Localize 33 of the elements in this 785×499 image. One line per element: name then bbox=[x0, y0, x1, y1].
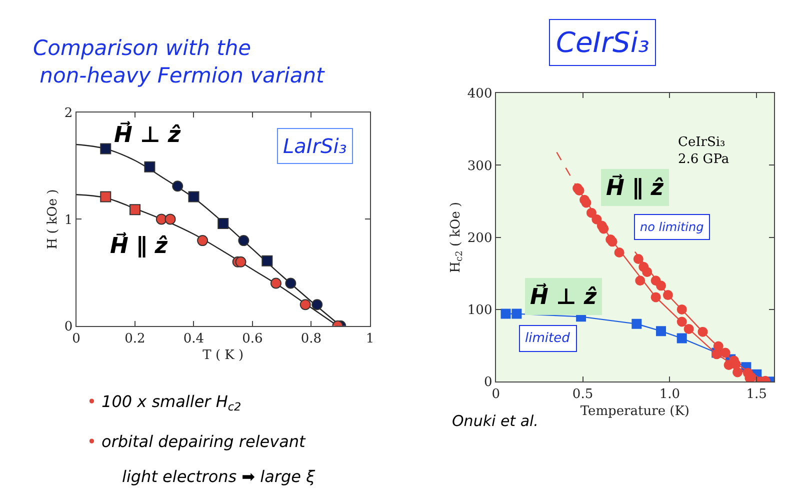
annotation: H⃗ ⊥ ẑ bbox=[114, 121, 181, 148]
text: • 100 x smaller H$_{c2}$ bbox=[87, 392, 242, 414]
text: Onuki et al. bbox=[452, 412, 538, 430]
annotation: no limiting bbox=[640, 220, 704, 234]
annotation: LaIrSi₃ bbox=[283, 134, 347, 158]
annotation: CeIrSi₃ 2.6 GPa bbox=[678, 135, 730, 167]
y-tick-label: 1 bbox=[64, 212, 73, 228]
y-tick-label: 2 bbox=[64, 106, 73, 122]
x-tick-label: 0.5 bbox=[572, 387, 594, 402]
annotation: H⃗ ⊥ ẑ bbox=[530, 283, 597, 310]
text: light electrons ➡ large ξ bbox=[122, 467, 316, 486]
y-tick-label: 300 bbox=[467, 158, 492, 174]
x-tick-label: 1 bbox=[366, 332, 374, 347]
y-tick-label: 0 bbox=[484, 375, 492, 390]
x-tick-label: 1.0 bbox=[659, 387, 680, 402]
annotation: H⃗ ∥ ẑ bbox=[110, 232, 168, 260]
y-tick-label: 200 bbox=[467, 230, 492, 246]
y-axis-title: H ( kOe ) bbox=[45, 189, 60, 250]
x-axis-title: T ( K ) bbox=[202, 348, 244, 364]
annotation: limited bbox=[525, 331, 571, 346]
annotation: H⃗ ∥ ẑ bbox=[606, 174, 664, 202]
text: • orbital depairing relevant bbox=[87, 432, 306, 451]
x-tick-label: 1.5 bbox=[746, 387, 767, 402]
chart-title: CeIrSi₃ bbox=[556, 26, 650, 59]
x-tick-label: 0.2 bbox=[124, 332, 146, 347]
x-tick-label: 0.4 bbox=[183, 332, 204, 347]
y-tick-label: 100 bbox=[467, 303, 492, 318]
x-axis-title: Temperature (K) bbox=[580, 404, 690, 419]
chart-title: Comparison with the non-heavy Fermion variant bbox=[33, 36, 326, 88]
x-tick-label: 0.8 bbox=[300, 332, 322, 347]
y-tick-label: 0 bbox=[64, 319, 73, 334]
y-tick-label: 400 bbox=[467, 86, 492, 102]
x-tick-label: 0.6 bbox=[242, 332, 263, 347]
